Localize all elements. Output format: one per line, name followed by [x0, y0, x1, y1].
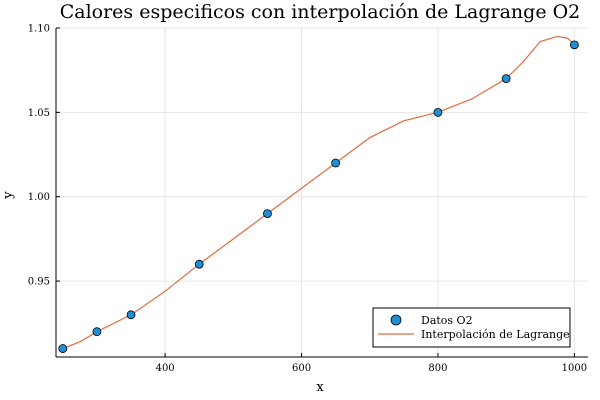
data-point — [331, 158, 341, 168]
interpolation-line — [62, 35, 575, 350]
axes: 400 600 800 1000 0.95 1.00 1.05 1.10 — [28, 24, 588, 374]
data-point — [433, 107, 443, 117]
data-point — [263, 209, 272, 218]
chart-title: Calores especificos con interpolación de… — [60, 1, 581, 23]
legend: Datos O2 Interpolación de Lagrange — [372, 307, 571, 348]
grid-lines — [56, 27, 588, 357]
x-tick-label: 400 — [156, 363, 175, 374]
y-axis-label: y — [1, 191, 16, 200]
y-tick-label: 1.10 — [28, 24, 50, 35]
data-point — [501, 74, 511, 84]
x-tick-label: 600 — [292, 363, 311, 374]
legend-label-datos: Datos O2 — [421, 314, 473, 327]
x-axis-label: x — [316, 380, 324, 395]
x-tick-label: 800 — [428, 363, 447, 374]
legend-label-lagrange: Interpolación de Lagrange — [421, 328, 570, 341]
legend-scatter-marker — [390, 314, 402, 326]
x-tick-label: 1000 — [562, 363, 587, 374]
data-point — [92, 327, 102, 337]
y-tick-label: 0.95 — [28, 277, 50, 288]
y-tick-label: 1.05 — [28, 108, 50, 119]
y-tick-label: 1.00 — [28, 192, 50, 203]
interpolation-line-layer — [62, 35, 575, 350]
data-points-layer — [58, 40, 579, 353]
data-point — [194, 259, 204, 269]
legend-box — [372, 307, 571, 348]
data-point — [569, 40, 579, 50]
data-point — [58, 344, 68, 353]
data-point — [126, 310, 136, 320]
